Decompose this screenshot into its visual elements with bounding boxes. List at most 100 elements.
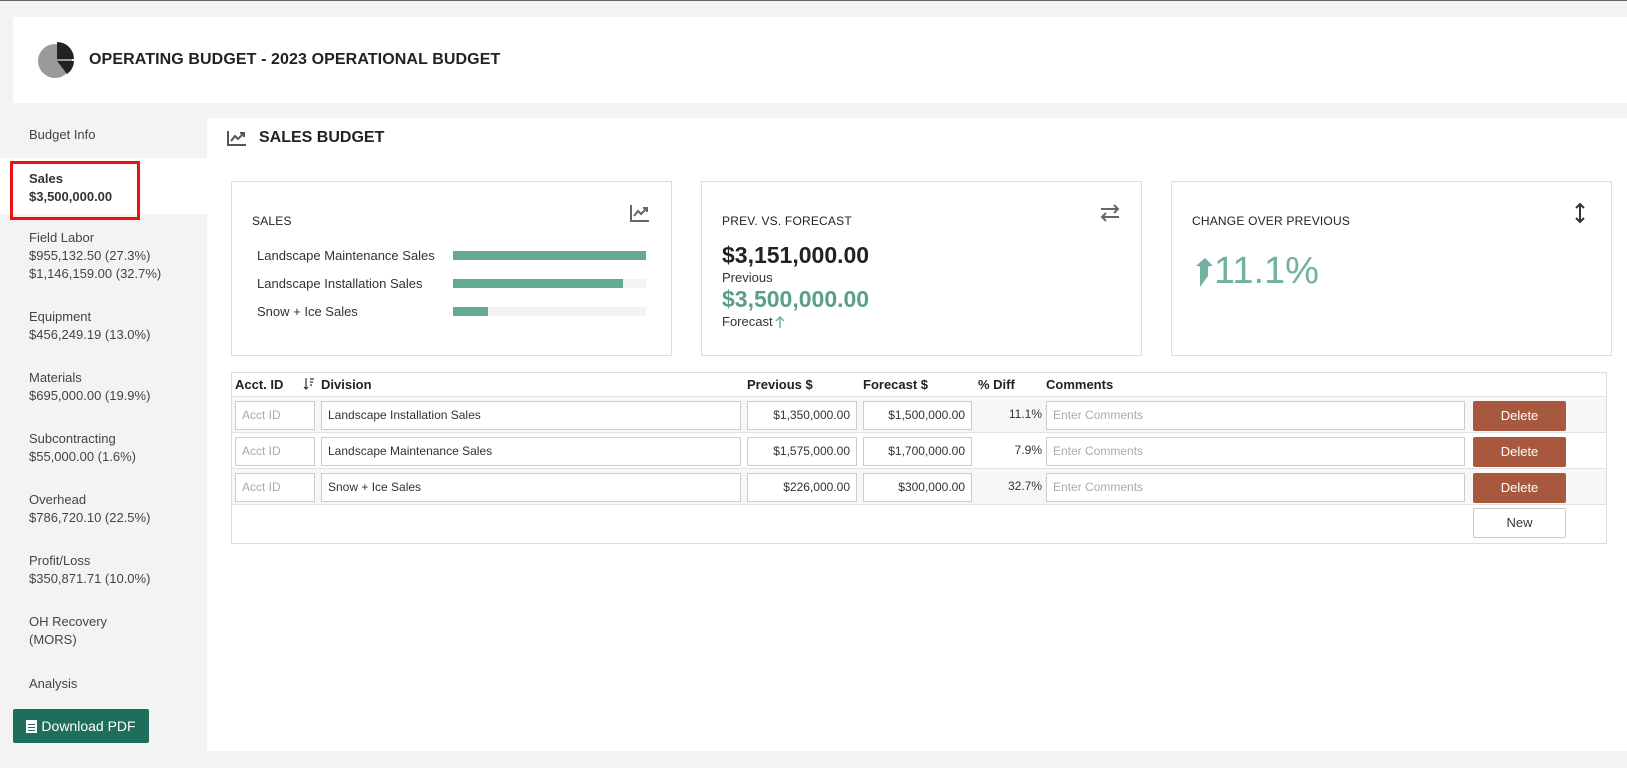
sidebar-item-value: $456,249.19 (13.0%) [29, 327, 151, 342]
sidebar-item-value-secondary: $1,146,159.00 (32.7%) [29, 266, 162, 281]
division-input[interactable]: Snow + Ice Sales [321, 473, 741, 502]
section-title: SALES BUDGET [259, 129, 385, 146]
sidebar-item-value: $3,500,000.00 [29, 189, 113, 204]
trend-chart-icon [227, 131, 246, 146]
prev-vs-forecast-card: PREV. VS. FORECAST $3,151,000.00 Previou… [701, 181, 1142, 356]
trend-chart-icon [630, 205, 649, 222]
bar-row: Snow + Ice Sales [257, 303, 647, 319]
forecast-amount-input[interactable]: $1,500,000.00 [863, 401, 972, 430]
change-percentage: 11.1% [1214, 250, 1319, 292]
pie-chart-icon [38, 42, 74, 78]
sidebar-item-label: Equipment [29, 309, 92, 324]
page-title: OPERATING BUDGET - 2023 OPERATIONAL BUDG… [89, 51, 501, 68]
sidebar-item-label: Overhead [29, 492, 87, 507]
download-pdf-label: Download PDF [41, 718, 136, 734]
bar-fill [453, 306, 488, 316]
forecast-label: Forecast [722, 314, 773, 329]
sidebar-item-overhead[interactable]: Overhead $786,720.10 (22.5%) [0, 491, 207, 527]
table-row: Acct ID Landscape Maintenance Sales $1,5… [232, 432, 1606, 469]
sidebar-item-value: $955,132.50 (27.3%) [29, 248, 151, 263]
percent-diff: 11.1% [1008, 407, 1042, 421]
division-input[interactable]: Landscape Maintenance Sales [321, 437, 741, 466]
sidebar-item-value: $350,871.71 (10.0%) [29, 571, 151, 586]
bar-label: Landscape Maintenance Sales [257, 247, 435, 263]
card-title: CHANGE OVER PREVIOUS [1192, 214, 1351, 228]
forecast-total: $3,500,000.00 [722, 286, 870, 312]
bar-fill [453, 250, 646, 260]
card-title: PREV. VS. FORECAST [722, 214, 852, 228]
delete-button[interactable]: Delete [1473, 401, 1566, 431]
column-header-forecast[interactable]: Forecast $ [863, 377, 929, 392]
forecast-amount-input[interactable]: $300,000.00 [863, 473, 972, 502]
main-panel: SALES BUDGET SALES Landscape Maintenance… [207, 118, 1627, 751]
bottom-strip [207, 751, 1627, 768]
bar-track [453, 250, 646, 260]
division-input[interactable]: Landscape Installation Sales [321, 401, 741, 430]
acct-id-input[interactable]: Acct ID [235, 437, 315, 466]
sidebar-item-oh-recovery[interactable]: OH Recovery (MORS) [0, 613, 207, 649]
sidebar-item-profit-loss[interactable]: Profit/Loss $350,871.71 (10.0%) [0, 552, 207, 588]
sidebar-item-analysis[interactable]: Analysis [0, 675, 207, 693]
pdf-icon [26, 719, 38, 733]
sidebar-item-field-labor[interactable]: Field Labor $955,132.50 (27.3%) $1,146,1… [0, 229, 207, 283]
bar-label: Snow + Ice Sales [257, 303, 358, 319]
sidebar-item-value: $55,000.00 (1.6%) [29, 449, 136, 464]
sidebar-item-materials[interactable]: Materials $695,000.00 (19.9%) [0, 369, 207, 405]
section-header: SALES BUDGET [227, 126, 384, 150]
sidebar-item-subcontracting[interactable]: Subcontracting $55,000.00 (1.6%) [0, 430, 207, 466]
sidebar-item-label: Budget Info [29, 127, 96, 142]
sidebar-item-label: Field Labor [29, 230, 95, 245]
percent-diff: 32.7% [1007, 479, 1042, 493]
previous-amount-input[interactable]: $1,350,000.00 [747, 401, 857, 430]
sidebar-item-equipment[interactable]: Equipment $456,249.19 (13.0%) [0, 308, 207, 344]
sidebar-item-label: Subcontracting [29, 431, 116, 446]
table-row: Acct ID Landscape Installation Sales $1,… [232, 396, 1606, 433]
forecast-amount-input[interactable]: $1,700,000.00 [863, 437, 972, 466]
sort-icon[interactable] [303, 377, 315, 390]
bar-track [453, 278, 646, 288]
bar-label: Landscape Installation Sales [257, 275, 423, 291]
comments-input[interactable]: Enter Comments [1046, 401, 1465, 430]
column-header-acct-id[interactable]: Acct. ID [235, 377, 284, 392]
bar-track [453, 306, 646, 316]
previous-amount-input[interactable]: $1,575,000.00 [747, 437, 857, 466]
percent-diff: 7.9% [1014, 443, 1042, 457]
sidebar-item-budget-info[interactable]: Budget Info [0, 126, 207, 144]
new-row-button[interactable]: New [1473, 508, 1566, 538]
table-footer: New [232, 504, 1606, 543]
sidebar-item-label: Analysis [29, 676, 78, 691]
sidebar-item-sales[interactable]: Sales $3,500,000.00 [0, 158, 207, 214]
delete-button[interactable]: Delete [1473, 473, 1566, 503]
comments-input[interactable]: Enter Comments [1046, 437, 1465, 466]
sidebar-item-value: $786,720.10 (22.5%) [29, 510, 151, 525]
forecast-label-group: Forecast [722, 314, 785, 329]
sidebar-item-label: Profit/Loss [29, 553, 91, 568]
previous-amount-input[interactable]: $226,000.00 [747, 473, 857, 502]
acct-id-input[interactable]: Acct ID [235, 473, 315, 502]
table-row: Acct ID Snow + Ice Sales $226,000.00 $30… [232, 468, 1606, 505]
acct-id-input[interactable]: Acct ID [235, 401, 315, 430]
column-header-division[interactable]: Division [321, 377, 372, 392]
vertical-arrows-icon [1575, 202, 1585, 224]
change-over-previous-card: CHANGE OVER PREVIOUS 11.1% [1171, 181, 1612, 356]
bar-fill [453, 278, 623, 288]
sidebar-item-label: Sales [29, 171, 63, 186]
arrow-up-icon [1196, 257, 1213, 287]
change-percentage-group: 11.1% [1192, 250, 1319, 293]
sidebar-item-label: Materials [29, 370, 82, 385]
card-title: SALES [252, 214, 292, 228]
bar-row: Landscape Maintenance Sales [257, 247, 647, 263]
sales-table: Acct. ID Division Previous $ Forecast $ … [231, 372, 1607, 544]
column-header-previous[interactable]: Previous $ [747, 377, 813, 392]
swap-arrows-icon [1100, 204, 1120, 222]
page-header: OPERATING BUDGET - 2023 OPERATIONAL BUDG… [13, 17, 1627, 103]
download-pdf-button[interactable]: Download PDF [13, 709, 149, 743]
column-header-comments[interactable]: Comments [1046, 377, 1114, 392]
comments-input[interactable]: Enter Comments [1046, 473, 1465, 502]
column-header-diff[interactable]: % Diff [978, 377, 1015, 392]
sidebar-item-value: (MORS) [29, 632, 77, 647]
previous-label: Previous [722, 270, 773, 285]
delete-button[interactable]: Delete [1473, 437, 1566, 467]
bar-row: Landscape Installation Sales [257, 275, 647, 291]
arrow-up-icon [775, 315, 785, 328]
